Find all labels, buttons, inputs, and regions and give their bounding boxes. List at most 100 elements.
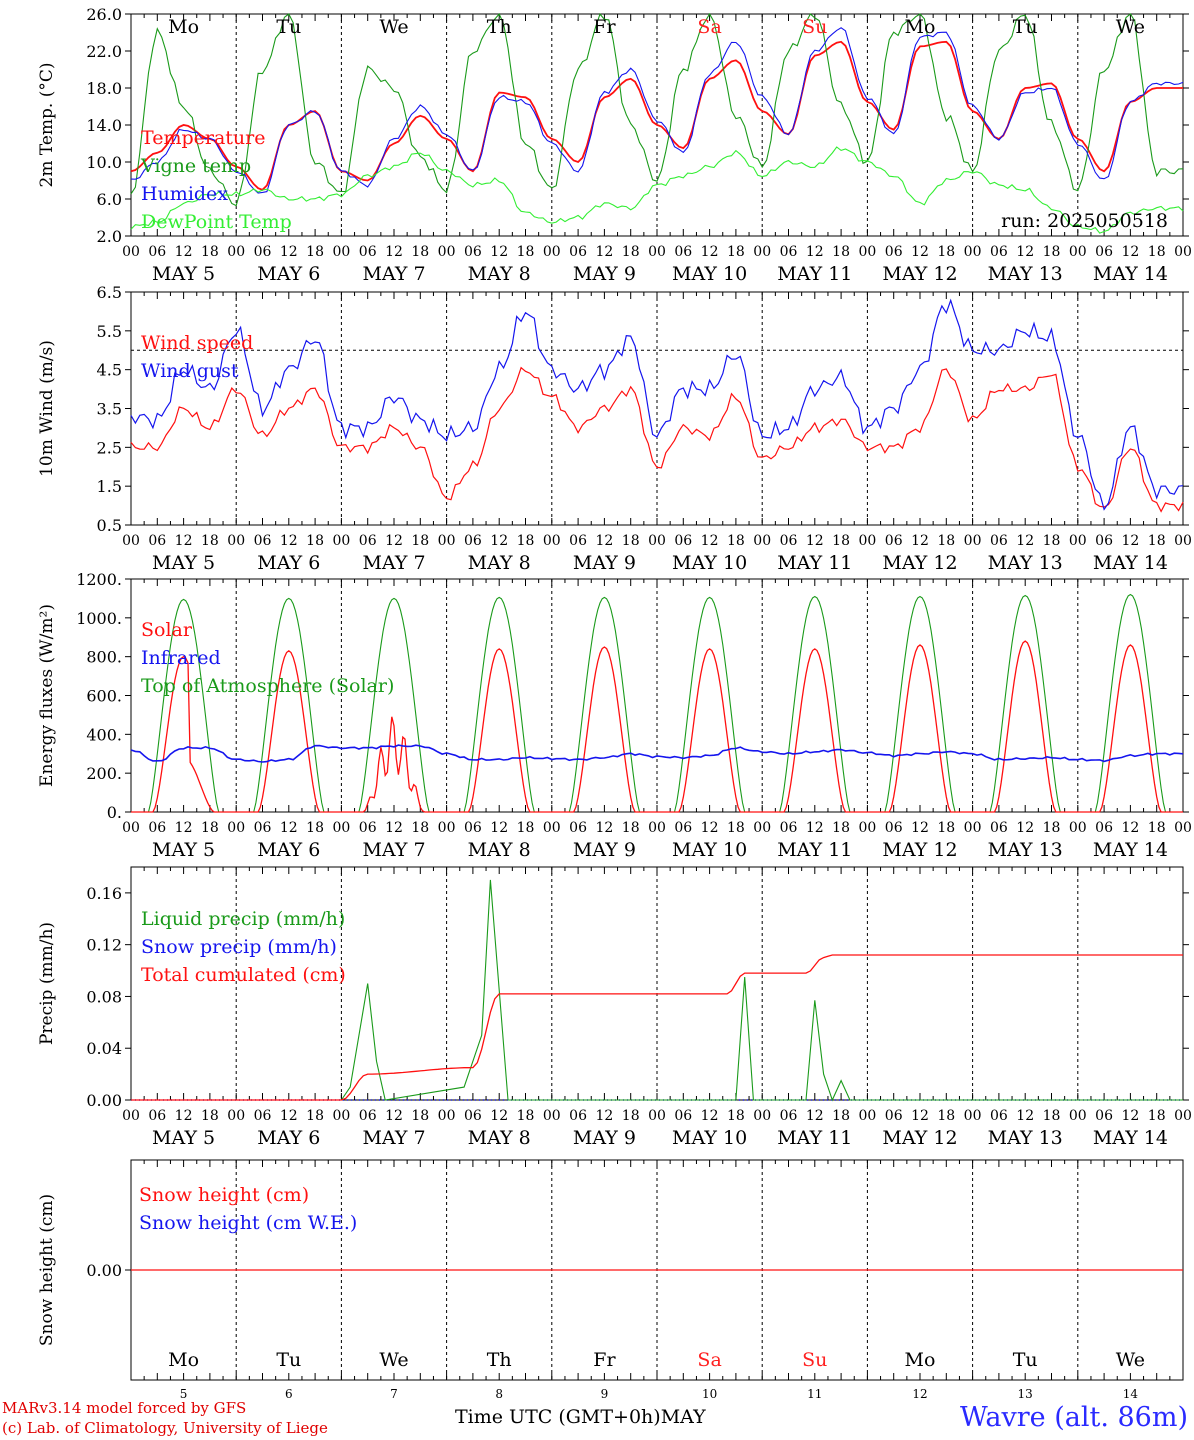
hour-tick-label: 18 <box>622 533 640 549</box>
hour-tick-label: 12 <box>1016 533 1034 549</box>
series-line-solar <box>131 640 1183 813</box>
hour-tick-label: 18 <box>517 820 535 836</box>
hour-tick-label: 18 <box>1148 820 1166 836</box>
legend-vigne-temp: Vigne temp <box>140 155 251 177</box>
day-label: MAY 13 <box>988 263 1063 285</box>
weekday-label: Tu <box>276 16 301 38</box>
hour-tick-label: 00 <box>227 820 245 836</box>
day-label: MAY 14 <box>1093 1127 1168 1149</box>
day-label: MAY 9 <box>573 263 636 285</box>
legend-top-of-atmosphere-solar-: Top of Atmosphere (Solar) <box>141 675 394 697</box>
day-label: MAY 11 <box>777 263 852 285</box>
weekday-label: Mo <box>168 1349 199 1371</box>
weekday-label: Tu <box>1013 16 1038 38</box>
hour-tick-label: 12 <box>490 1108 508 1124</box>
day-label: MAY 7 <box>362 1127 425 1149</box>
hour-tick-label: 00 <box>964 533 982 549</box>
hour-tick-label: 12 <box>385 533 403 549</box>
series-line-wind-speed <box>130 366 1184 513</box>
day-label: MAY 6 <box>257 552 320 574</box>
hour-tick-label: 18 <box>1043 533 1061 549</box>
hour-tick-label: 12 <box>806 244 824 260</box>
hour-tick-label: 12 <box>1121 1108 1139 1124</box>
legend-infrared: Infrared <box>141 647 221 669</box>
hour-tick-label: 12 <box>701 533 719 549</box>
credit-line-2: (c) Lab. of Climatology, University of L… <box>2 1419 328 1437</box>
hour-tick-label: 00 <box>1174 244 1192 260</box>
hour-tick-label: 06 <box>569 1108 587 1124</box>
weekday-label: We <box>379 16 408 38</box>
hour-tick-label: 18 <box>201 244 219 260</box>
weekday-label: We <box>379 1349 408 1371</box>
hour-tick-label: 00 <box>858 820 876 836</box>
hour-tick-label: 06 <box>254 533 272 549</box>
hour-tick-label: 18 <box>727 244 745 260</box>
y-tick-label: 1.5 <box>97 477 122 496</box>
hour-tick-label: 00 <box>753 533 771 549</box>
hour-tick-label: 12 <box>385 244 403 260</box>
series-line-liquid-precip <box>131 879 1183 1102</box>
weekday-label: Su <box>802 1349 827 1371</box>
hour-tick-label: 18 <box>1043 1108 1061 1124</box>
day-label: MAY 9 <box>573 1127 636 1149</box>
hour-tick-label: 00 <box>753 244 771 260</box>
hour-tick-label: 12 <box>175 1108 193 1124</box>
hour-tick-label: 00 <box>438 533 456 549</box>
hour-tick-label: 00 <box>858 533 876 549</box>
hour-tick-label: 12 <box>595 820 613 836</box>
hour-tick-label: 00 <box>543 244 561 260</box>
day-label: MAY 7 <box>362 263 425 285</box>
hour-tick-label: 12 <box>701 820 719 836</box>
day-number-label: 11 <box>807 1387 822 1400</box>
day-number-label: 13 <box>1018 1387 1033 1400</box>
day-label: MAY 7 <box>362 552 425 574</box>
hour-tick-label: 12 <box>911 244 929 260</box>
y-tick-label: 4.5 <box>97 361 122 380</box>
day-label: MAY 12 <box>882 552 957 574</box>
hour-tick-label: 00 <box>964 244 982 260</box>
hour-tick-label: 00 <box>964 1108 982 1124</box>
y-axis-label-wind: 10m Wind (m/s) <box>37 340 57 477</box>
day-label: MAY 11 <box>777 839 852 861</box>
day-label: MAY 14 <box>1093 552 1168 574</box>
y-tick-label: 2.0 <box>97 227 122 246</box>
hour-tick-label: 06 <box>569 820 587 836</box>
hour-tick-label: 06 <box>359 1108 377 1124</box>
legend-wind-gust: Wind gust <box>141 360 239 382</box>
day-number-label: 12 <box>912 1387 927 1400</box>
hour-tick-label: 06 <box>569 533 587 549</box>
weekday-label: Mo <box>168 16 199 38</box>
hour-tick-label: 18 <box>937 244 955 260</box>
hour-tick-label: 00 <box>122 533 140 549</box>
weekday-label: We <box>1116 1349 1145 1371</box>
hour-tick-label: 00 <box>332 1108 350 1124</box>
day-label: MAY 5 <box>152 1127 215 1149</box>
y-tick-label: 0.00 <box>86 1261 122 1280</box>
hour-tick-label: 00 <box>1069 533 1087 549</box>
hour-tick-label: 18 <box>1148 533 1166 549</box>
hour-tick-label: 18 <box>306 533 324 549</box>
hour-tick-label: 12 <box>280 1108 298 1124</box>
hour-tick-label: 00 <box>122 820 140 836</box>
hour-tick-label: 06 <box>1095 533 1113 549</box>
day-number-label: 5 <box>180 1387 188 1400</box>
weekday-label: Mo <box>905 16 936 38</box>
weekday-label: Th <box>487 16 512 38</box>
hour-tick-label: 18 <box>727 1108 745 1124</box>
weekday-label: Sa <box>697 1349 721 1371</box>
hour-tick-label: 00 <box>648 820 666 836</box>
legend-total-cumulated-cm-: Total cumulated (cm) <box>141 964 346 986</box>
day-label: MAY 8 <box>468 552 531 574</box>
y-tick-label: 0.5 <box>97 516 122 535</box>
hour-tick-label: 18 <box>201 1108 219 1124</box>
day-label: MAY 14 <box>1093 839 1168 861</box>
hour-tick-label: 06 <box>254 244 272 260</box>
hour-tick-label: 12 <box>595 533 613 549</box>
hour-tick-label: 18 <box>622 1108 640 1124</box>
hour-tick-label: 12 <box>911 820 929 836</box>
hour-tick-label: 18 <box>832 244 850 260</box>
hour-tick-label: 12 <box>1016 1108 1034 1124</box>
hour-tick-label: 06 <box>990 1108 1008 1124</box>
hour-tick-label: 18 <box>201 533 219 549</box>
day-label: MAY 12 <box>882 1127 957 1149</box>
